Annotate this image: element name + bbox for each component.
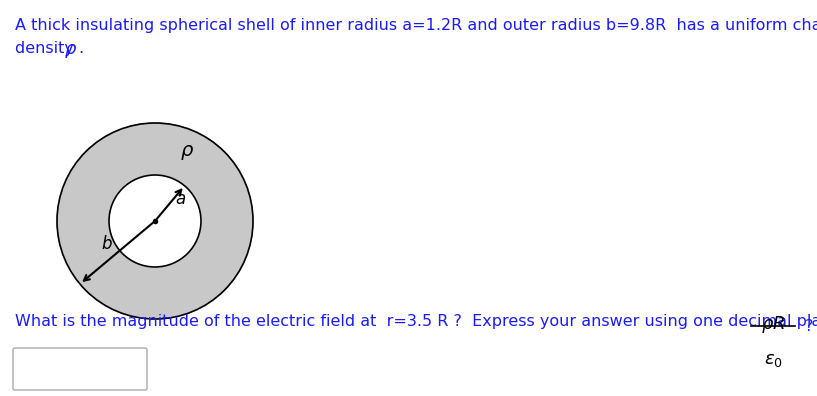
Text: density: density bbox=[15, 41, 79, 56]
Text: a: a bbox=[176, 190, 185, 208]
Text: A thick insulating spherical shell of inner radius a=1.2R and outer radius b=9.8: A thick insulating spherical shell of in… bbox=[15, 18, 817, 33]
Circle shape bbox=[57, 123, 253, 319]
Text: b: b bbox=[101, 235, 112, 253]
Circle shape bbox=[109, 175, 201, 267]
Text: $\rho$R: $\rho$R bbox=[761, 314, 785, 335]
Text: $\rho$: $\rho$ bbox=[180, 143, 194, 162]
Text: $\varepsilon_0$: $\varepsilon_0$ bbox=[764, 351, 783, 369]
Text: .: . bbox=[78, 41, 83, 56]
FancyBboxPatch shape bbox=[13, 348, 147, 390]
Text: ?: ? bbox=[805, 319, 814, 334]
Text: $\rho$: $\rho$ bbox=[65, 42, 78, 61]
Text: What is the magnitude of the electric field at  r=3.5 R ?  Express your answer u: What is the magnitude of the electric fi… bbox=[15, 314, 817, 329]
